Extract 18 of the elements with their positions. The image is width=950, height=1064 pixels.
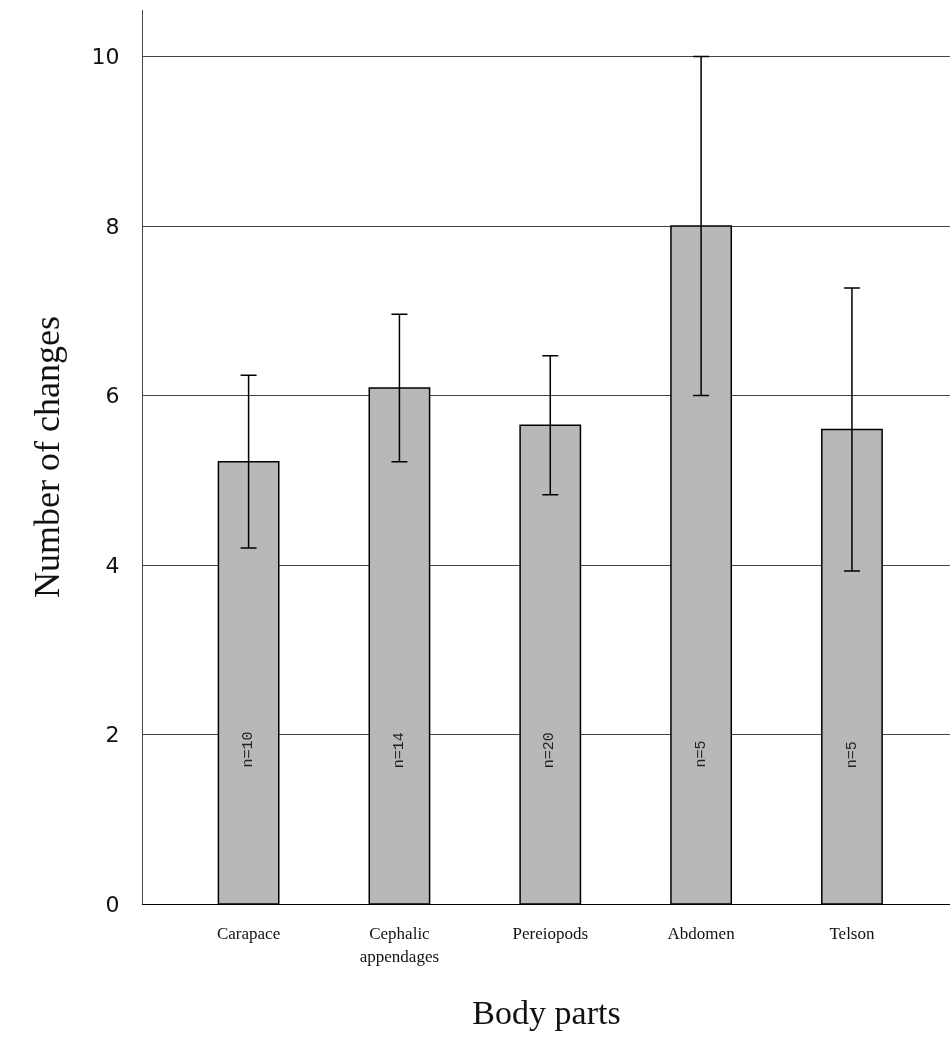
y-tick-label: 0 [105, 891, 120, 917]
x-tick-label: Cephalic appendages [359, 924, 440, 966]
annotation: n=20 [541, 732, 559, 769]
annotation: n=10 [239, 731, 257, 768]
y-axis-title: Number of changes [27, 316, 68, 598]
annotation: n=14 [390, 732, 408, 769]
x-tick-label: Pereiopods [512, 924, 589, 944]
x-axis-title: Body parts [472, 993, 621, 1031]
x-tick-label: Telson [829, 924, 875, 944]
y-tick-label: 4 [105, 552, 120, 578]
y-tick-label: 6 [105, 383, 120, 409]
annotation: n=5 [692, 740, 710, 768]
x-tick-label: Carapace [216, 924, 281, 944]
y-tick-label: 10 [91, 44, 120, 70]
y-tick-label: 2 [105, 722, 120, 748]
x-tick-label: Abdomen [667, 924, 736, 944]
y-tick-label: 8 [105, 213, 120, 239]
annotation: n=5 [843, 741, 861, 769]
